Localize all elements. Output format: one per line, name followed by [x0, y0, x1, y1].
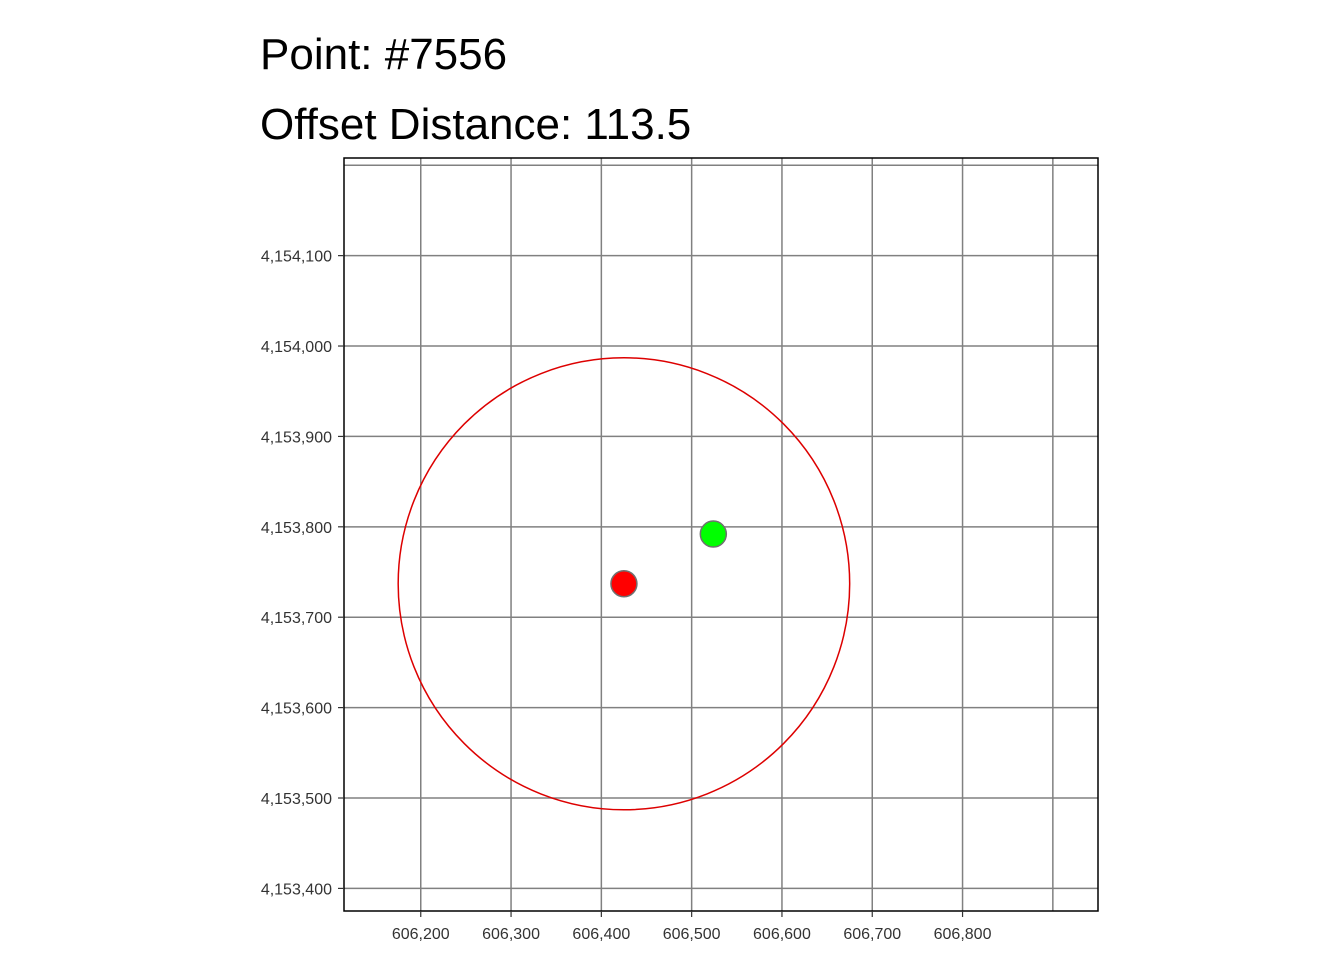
- x-tick-label: 606,400: [572, 926, 630, 943]
- point-0: [610, 570, 638, 598]
- y-tick-label: 4,153,400: [261, 881, 332, 898]
- x-tick-label: 606,600: [753, 926, 811, 943]
- grid-layer: [344, 158, 1098, 911]
- points-layer: [610, 520, 728, 598]
- y-tick-label: 4,153,500: [261, 791, 332, 808]
- y-tick-label: 4,153,800: [261, 520, 332, 537]
- x-tick-label: 606,200: [392, 926, 450, 943]
- chart-title: Point: #7556: [260, 30, 508, 79]
- y-tick-label: 4,153,900: [261, 429, 332, 446]
- point-1: [699, 520, 728, 548]
- buffer-circle: [397, 357, 851, 811]
- x-tick-label: 606,800: [934, 926, 992, 943]
- x-tick-label: 606,300: [482, 926, 540, 943]
- chart-subtitle: Offset Distance: 113.5: [260, 100, 692, 149]
- x-tick-label: 606,500: [663, 926, 721, 943]
- y-tick-label: 4,153,600: [261, 701, 332, 718]
- axis-layer: 606,200 606,300 606,400 606,500 606,600 606,7…: [261, 249, 992, 943]
- y-tick-label: 4,153,700: [261, 610, 332, 627]
- x-tick-label: 606,700: [843, 926, 901, 943]
- plot-frame: [343, 157, 1099, 912]
- y-tick-label: 4,154,100: [261, 249, 332, 266]
- buffer-circle-layer: [397, 357, 851, 811]
- y-tick-label: 4,154,000: [261, 339, 332, 356]
